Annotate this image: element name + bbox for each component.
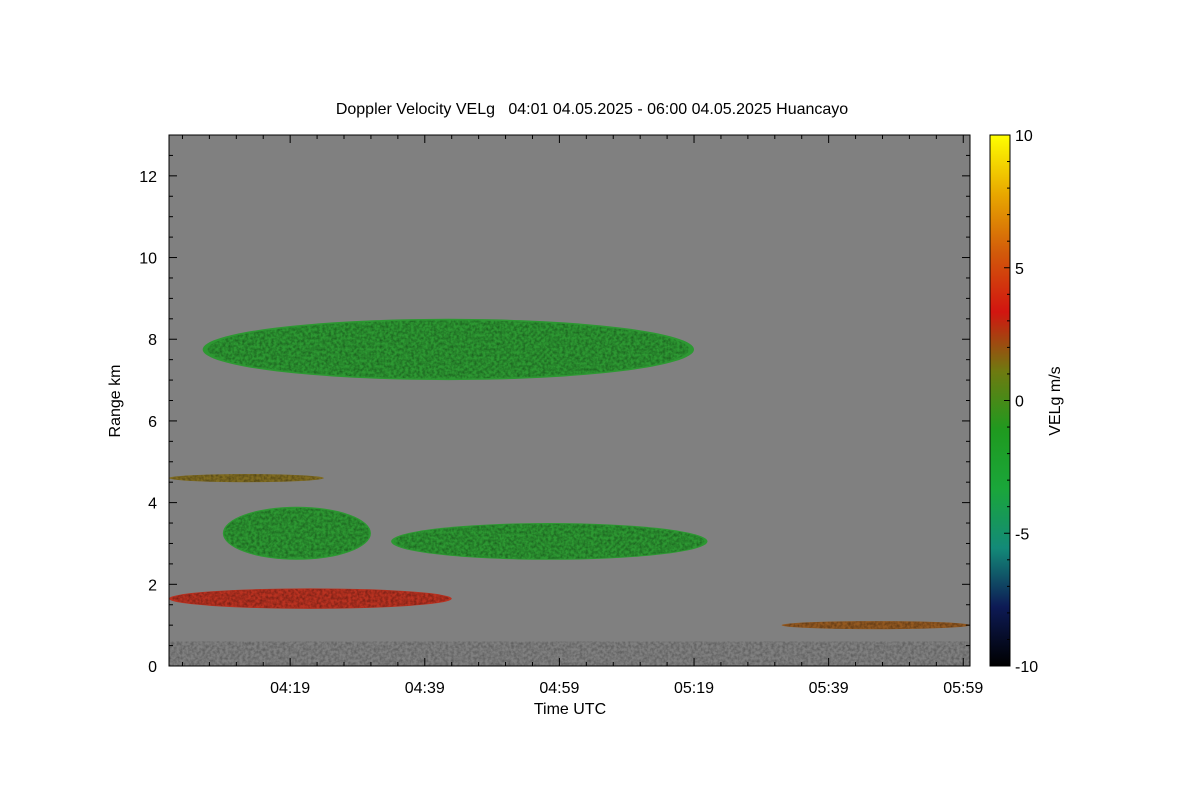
x-tick-label: 05:59 bbox=[943, 680, 983, 697]
colorbar-tick-label: -10 bbox=[1015, 659, 1038, 676]
x-tick-label: 04:59 bbox=[539, 680, 579, 697]
x-tick-label: 04:19 bbox=[270, 680, 310, 697]
x-tick-label: 04:39 bbox=[405, 680, 445, 697]
y-axis-label: Range km bbox=[107, 365, 124, 438]
y-tick-label: 10 bbox=[139, 251, 157, 268]
y-tick-label: 2 bbox=[148, 577, 157, 594]
colorbar-axis: 10 5 0 -5 -10 bbox=[1004, 128, 1038, 676]
plot-area bbox=[169, 135, 970, 666]
echo-texture bbox=[783, 621, 969, 630]
y-axis: 0 2 4 6 8 10 12 bbox=[139, 134, 970, 676]
x-tick-label: 05:39 bbox=[809, 680, 849, 697]
echo-layer-low-1.7 bbox=[169, 588, 452, 609]
echo-layer-surface bbox=[169, 641, 970, 666]
colorbar-tick-label: 5 bbox=[1015, 261, 1024, 278]
colorbar-tick-label: -5 bbox=[1015, 526, 1029, 543]
echo-texture bbox=[224, 508, 370, 559]
echo-layer-mid-right bbox=[391, 523, 708, 560]
echo-texture bbox=[207, 320, 690, 379]
echo-layer-mid bbox=[222, 506, 371, 560]
y-tick-label: 0 bbox=[148, 659, 157, 676]
x-tick-label: 05:19 bbox=[674, 680, 714, 697]
echo-layer-upper bbox=[202, 318, 695, 381]
echo-region bbox=[169, 641, 970, 666]
echo-texture bbox=[171, 588, 449, 609]
x-axis: 04:19 04:39 04:59 05:19 05:39 05:59 bbox=[181, 135, 983, 697]
x-axis-label: Time UTC bbox=[534, 701, 606, 718]
y-tick-label: 6 bbox=[148, 414, 157, 431]
y-tick-label: 12 bbox=[139, 169, 157, 186]
colorbar-tick-label: 10 bbox=[1015, 128, 1033, 145]
echo-layer-late-1.0 bbox=[781, 621, 970, 630]
echo-layers bbox=[169, 318, 970, 666]
colorbar-label: VELg m/s bbox=[1047, 366, 1064, 435]
echo-layer-thin-4.6 bbox=[169, 474, 324, 483]
y-tick-label: 8 bbox=[148, 332, 157, 349]
echo-texture bbox=[394, 523, 705, 559]
chart-title: Doppler Velocity VELg 04:01 04.05.2025 -… bbox=[336, 101, 848, 118]
colorbar-tick-label: 0 bbox=[1015, 394, 1024, 411]
echo-texture bbox=[170, 474, 323, 482]
y-tick-label: 4 bbox=[148, 496, 157, 513]
